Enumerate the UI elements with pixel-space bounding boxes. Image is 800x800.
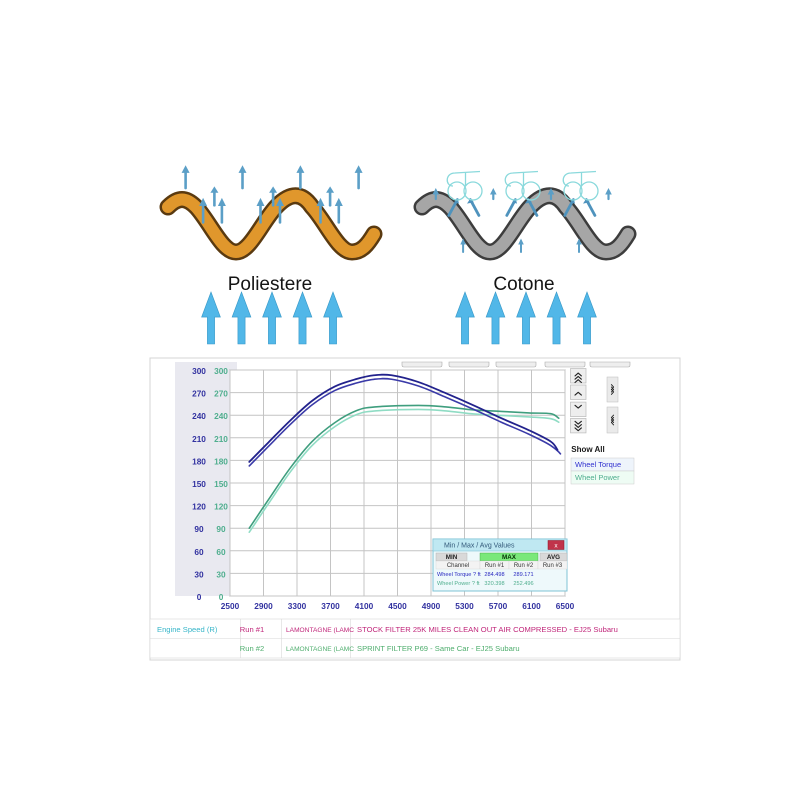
svg-text:284.498: 284.498	[484, 572, 504, 578]
svg-text:2900: 2900	[254, 601, 273, 611]
svg-text:Poliestere: Poliestere	[228, 274, 313, 295]
svg-text:Engine Speed (R): Engine Speed (R)	[157, 625, 218, 634]
svg-text:6500: 6500	[556, 601, 575, 611]
svg-text:Min / Max / Avg Values: Min / Max / Avg Values	[444, 543, 515, 550]
svg-text:300: 300	[214, 366, 228, 376]
svg-text:LAMONTAGNE (LAMC: LAMONTAGNE (LAMC	[286, 627, 354, 634]
svg-text:90: 90	[194, 524, 204, 534]
svg-text:Wheel Torque: Wheel Torque	[575, 460, 621, 469]
svg-text:Run #1: Run #1	[240, 625, 265, 634]
svg-text:MIN: MIN	[446, 554, 458, 561]
svg-text:120: 120	[214, 502, 228, 512]
svg-text:300: 300	[192, 366, 206, 376]
svg-text:MAX: MAX	[502, 554, 517, 561]
svg-text:150: 150	[214, 479, 228, 489]
svg-text:Run #2: Run #2	[514, 563, 534, 569]
svg-text:210: 210	[192, 434, 206, 444]
svg-text:Run #3: Run #3	[543, 563, 563, 569]
svg-text:4900: 4900	[422, 601, 441, 611]
svg-text:180: 180	[214, 456, 228, 466]
svg-text:180: 180	[192, 456, 206, 466]
svg-text:3700: 3700	[321, 601, 340, 611]
svg-text:Wheel Power ? ft: Wheel Power ? ft	[437, 581, 480, 587]
svg-text:240: 240	[192, 411, 206, 421]
svg-text:0: 0	[197, 592, 202, 602]
svg-text:210: 210	[214, 434, 228, 444]
svg-text:3300: 3300	[288, 601, 307, 611]
svg-text:Show All: Show All	[571, 445, 604, 454]
svg-text:Channel: Channel	[447, 563, 469, 569]
svg-text:4500: 4500	[388, 601, 407, 611]
svg-text:320.398: 320.398	[484, 581, 504, 587]
svg-text:240: 240	[214, 411, 228, 421]
svg-text:90: 90	[216, 524, 226, 534]
svg-text:60: 60	[194, 547, 204, 557]
svg-text:2500: 2500	[221, 601, 240, 611]
svg-text:Cotone: Cotone	[493, 274, 554, 295]
svg-text:4100: 4100	[355, 601, 374, 611]
svg-text:60: 60	[216, 547, 226, 557]
svg-text:AVG: AVG	[547, 554, 560, 561]
svg-text:STOCK FILTER 25K MILES CLEAN O: STOCK FILTER 25K MILES CLEAN OUT AIR COM…	[357, 625, 618, 634]
svg-text:270: 270	[192, 389, 206, 399]
svg-text:289.171: 289.171	[513, 572, 533, 578]
svg-text:30: 30	[216, 569, 226, 579]
svg-text:5700: 5700	[489, 601, 508, 611]
svg-text:SPRINT FILTER P69 - Same Car -: SPRINT FILTER P69 - Same Car - EJ25 Suba…	[357, 644, 520, 653]
svg-text:Run #1: Run #1	[485, 563, 505, 569]
svg-text:Wheel Torque ? ft: Wheel Torque ? ft	[437, 572, 481, 578]
svg-text:Wheel Power: Wheel Power	[575, 473, 620, 482]
svg-text:270: 270	[214, 389, 228, 399]
svg-text:5300: 5300	[455, 601, 474, 611]
svg-text:LAMONTAGNE (LAMC: LAMONTAGNE (LAMC	[286, 646, 354, 653]
svg-text:Run #2: Run #2	[240, 644, 265, 653]
svg-text:150: 150	[192, 479, 206, 489]
svg-text:120: 120	[192, 502, 206, 512]
svg-text:30: 30	[194, 569, 204, 579]
svg-text:6100: 6100	[522, 601, 541, 611]
svg-text:252.496: 252.496	[513, 581, 533, 587]
